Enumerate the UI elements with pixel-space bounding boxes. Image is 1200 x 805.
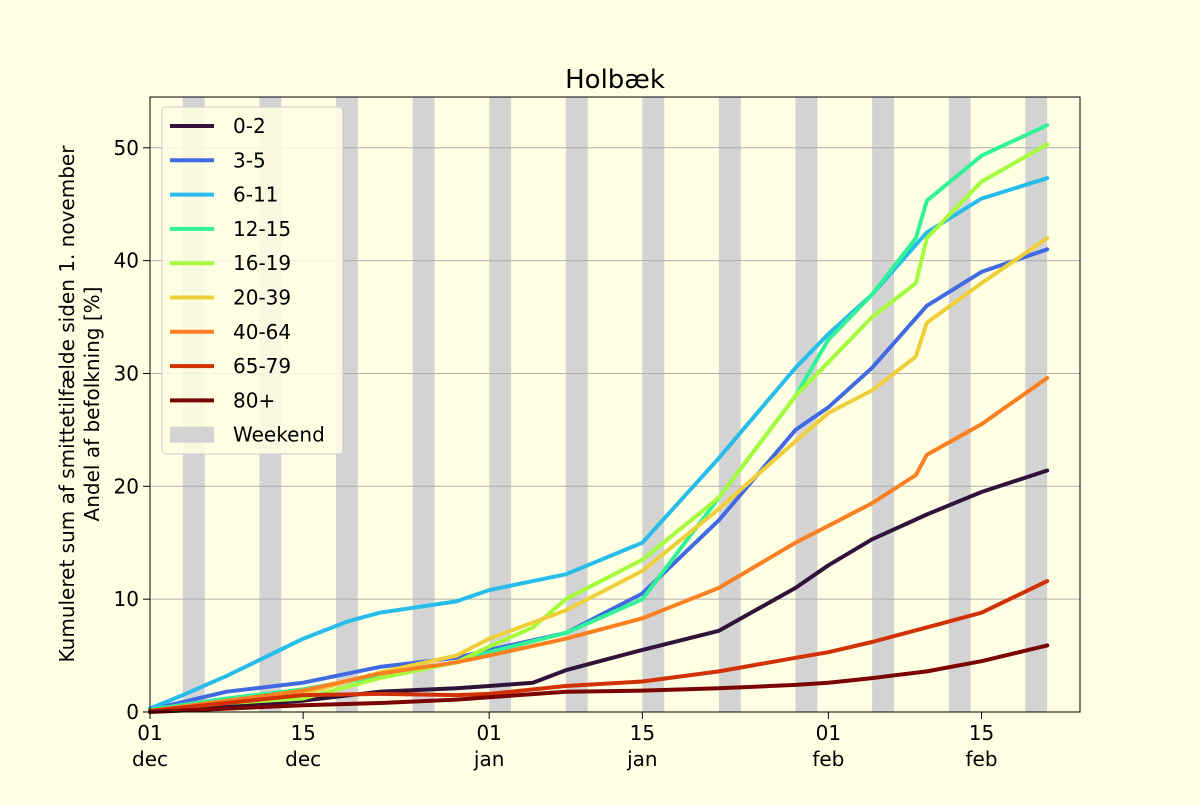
series-line-80+ [148,643,1050,714]
weekend-band [412,97,435,712]
legend-label: 80+ [233,388,275,412]
x-tick-label-month: jan [626,747,658,771]
x-tick-label-month: dec [285,747,321,771]
weekend-band [642,97,665,712]
legend-swatch-weekend [170,426,214,443]
legend-label: 0-2 [233,114,266,138]
x-tick-label-day: 01 [476,721,501,745]
series-line-3-5 [148,247,1050,712]
weekend-band [795,97,818,712]
x-tick-label-month: dec [132,747,168,771]
series-lines [148,123,1050,714]
legend-label: 3-5 [233,148,266,172]
y-tick-label: 10 [114,587,139,611]
y-axis-label-line-1: Kumuleret sum af smittetilfælde siden 1.… [55,145,79,663]
x-tick-label-day: 15 [290,721,315,745]
y-tick-label: 30 [114,361,139,385]
y-tick-label: 20 [114,474,139,498]
weekend-bands [182,97,1048,712]
weekend-band [565,97,588,712]
legend-label: 6-11 [233,183,278,207]
legend-label: 40-64 [233,320,291,344]
x-tick-label-day: 15 [630,721,655,745]
weekend-band [718,97,741,712]
weekend-band [1025,97,1048,712]
x-tick-label-day: 15 [969,721,994,745]
y-tick-label: 50 [114,136,139,160]
legend-label-weekend: Weekend [233,423,325,447]
legend-label: 20-39 [233,286,291,310]
weekend-band [948,97,971,712]
series-line-40-64 [148,376,1050,713]
x-tick-label-month: feb [966,747,998,771]
x-tick-label-month: feb [812,747,844,771]
weekend-band [489,97,512,712]
y-tick-label: 40 [114,249,139,273]
series-line-16-19 [148,142,1050,713]
legend: 0-2 3-5 6-11 12-15 16-19 20-39 40-64 65-79 80+ We… [161,106,344,455]
x-tick-label-day: 01 [816,721,841,745]
legend-label: 65-79 [233,354,291,378]
legend-label: 16-19 [233,251,291,275]
y-tick-label: 0 [126,700,139,724]
chart-title: Holbæk [565,65,665,95]
plot-frame [149,96,1081,713]
y-axis-label-line-2: Andel af befolkning [%] [80,287,104,522]
y-axis: 0 10 20 30 40 50 [114,136,150,724]
x-tick-label-day: 01 [137,721,162,745]
series-line-65-79 [148,579,1050,713]
legend-label: 12-15 [233,217,291,241]
x-tick-label-month: jan [473,747,505,771]
weekend-band [872,97,894,712]
